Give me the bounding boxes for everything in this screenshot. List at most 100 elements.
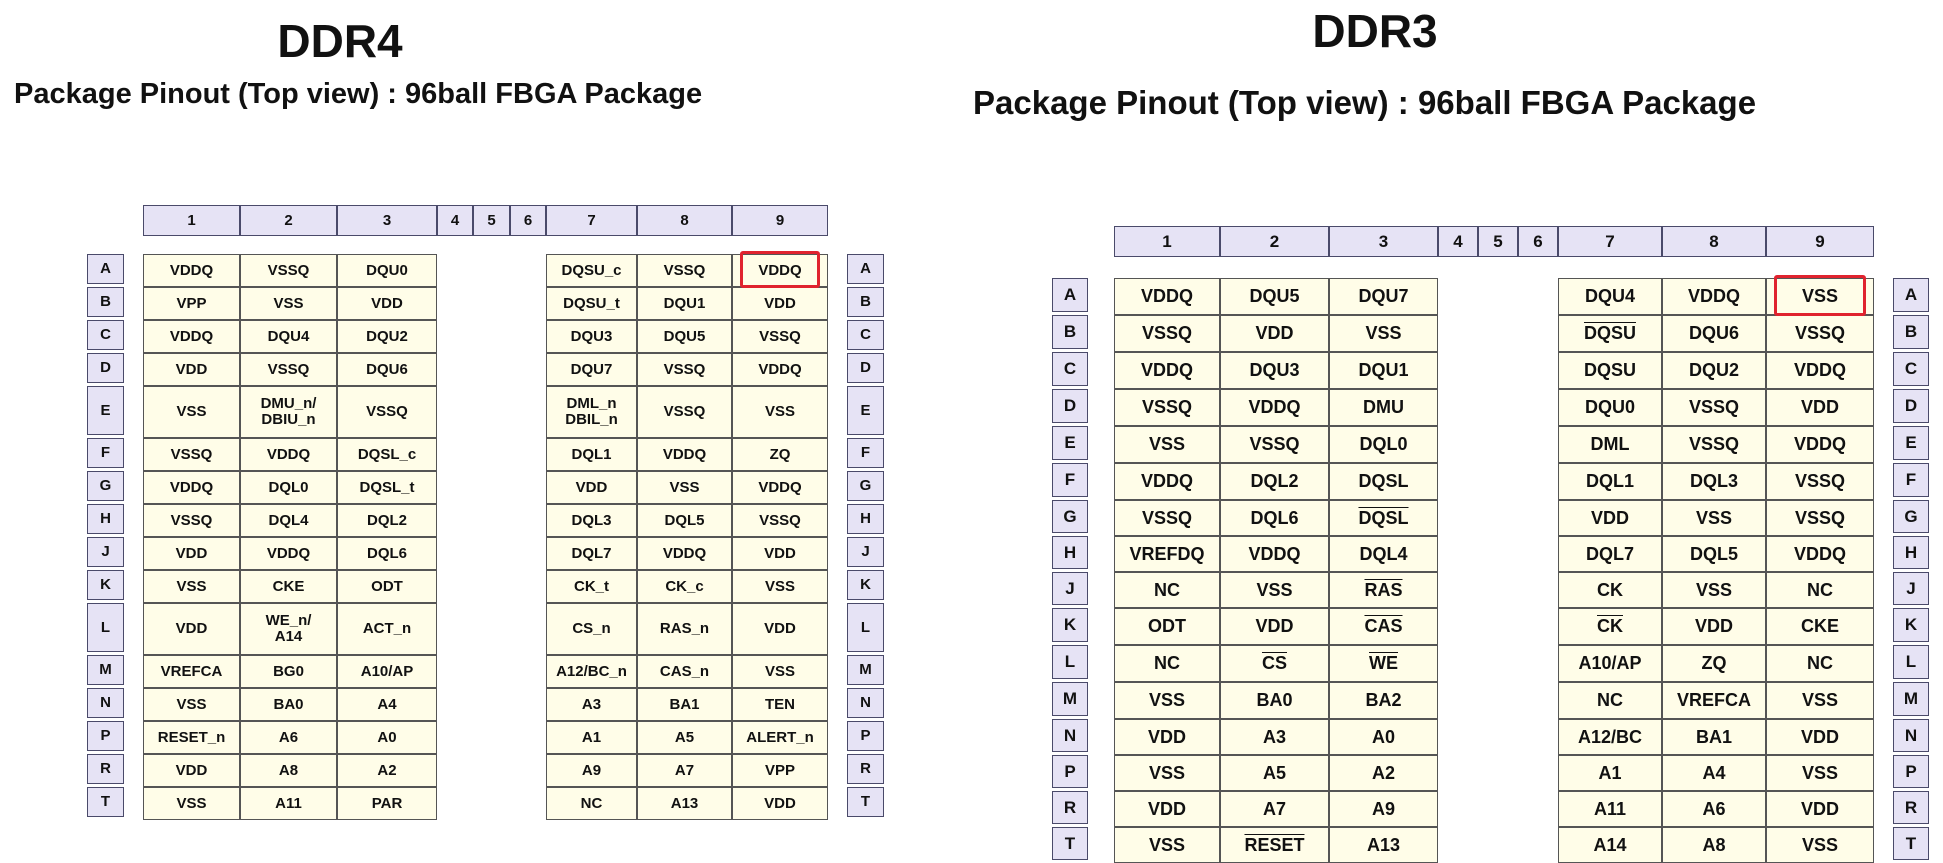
ddr3-pin-cell: BA1 [1662,719,1766,755]
ddr4-pin-cell: DQSL_t [337,471,437,504]
ddr3-pin-cell: VDD [1558,500,1662,536]
ddr4-row-label: F [847,438,884,468]
ddr4-col-header: 3 [337,205,437,236]
ddr3-pin-cell: VSSQ [1662,426,1766,463]
ddr3-pin-cell: VDDQ [1766,426,1874,463]
ddr3-row-label: R [1893,791,1929,824]
ddr4-pin-cell: VPP [732,754,828,787]
ddr4-pin-cell: VSS [732,570,828,603]
ddr4-pin-cell: VSSQ [143,504,240,537]
ddr3-col-header: 7 [1558,226,1662,257]
ddr4-pin-cell: DMU_n/ DBIU_n [240,386,337,438]
ddr3-pin-cell: VSS [1220,572,1329,608]
ddr4-pin-cell: DQU0 [337,254,437,287]
ddr3-col-header: 6 [1518,226,1558,257]
ddr4-pin-cell: VDD [143,603,240,655]
ddr4-pin-cell: DQU6 [337,353,437,386]
ddr4-pin-cell: VDD [732,787,828,820]
ddr4-pin-cell: A0 [337,721,437,754]
ddr4-pin-cell: VSSQ [143,438,240,471]
ddr4-pin-cell: VDDQ [637,537,732,570]
ddr3-row-label: K [1893,608,1929,642]
ddr3-pin-cell: A8 [1662,827,1766,863]
ddr3-pin-cell: VDD [1114,791,1220,827]
ddr3-row-label: N [1052,719,1088,752]
ddr3-row-label: B [1893,315,1929,349]
ddr3-row-label: T [1052,827,1088,860]
ddr4-row-label: A [847,254,884,284]
ddr4-pin-cell: DQU4 [240,320,337,353]
ddr4-row-label: P [87,721,124,751]
ddr3-pin-cell: NC [1766,645,1874,682]
ddr4-row-label: P [847,721,884,751]
ddr3-pin-cell: DQSL [1329,500,1438,536]
ddr3-pin-cell: VSS [1662,500,1766,536]
ddr4-pin-cell: A2 [337,754,437,787]
ddr3-row-label: B [1052,315,1088,349]
ddr4-row-label: A [87,254,124,284]
ddr3-row-label: E [1893,426,1929,460]
ddr4-pin-cell: NC [546,787,637,820]
ddr4-pin-cell: VSS [143,570,240,603]
ddr3-pin-cell: VDDQ [1114,463,1220,500]
ddr4-pin-cell: VDD [143,754,240,787]
ddr3-pin-cell: A4 [1662,755,1766,791]
ddr3-pin-cell: DQU3 [1220,352,1329,389]
ddr4-pin-cell: VDD [732,287,828,320]
ddr4-pin-cell: CS_n [546,603,637,655]
ddr3-row-label: E [1052,426,1088,460]
ddr3-row-label: J [1893,572,1929,605]
ddr3-pin-cell: A2 [1329,755,1438,791]
ddr3-col-header: 4 [1438,226,1478,257]
ddr3-pin-cell: DQU4 [1558,278,1662,315]
ddr4-pin-cell: VDD [546,471,637,504]
ddr3-pin-cell: RESET [1220,827,1329,863]
ddr3-pin-cell: BA2 [1329,682,1438,719]
ddr3-pin-cell: DQL3 [1662,463,1766,500]
ddr4-row-label: D [87,353,124,383]
ddr4-col-header: 1 [143,205,240,236]
ddr4-row-label: L [87,603,124,652]
ddr3-pin-cell: DQL7 [1558,536,1662,572]
ddr3-pin-cell: CAS [1329,608,1438,645]
ddr3-row-label: P [1893,755,1929,788]
ddr3-pin-cell: DQL2 [1220,463,1329,500]
ddr3-pin-cell: DQSL [1329,463,1438,500]
ddr3-pin-cell: VDD [1220,315,1329,352]
ddr3-pin-cell: A11 [1558,791,1662,827]
ddr3-row-label: H [1893,536,1929,569]
ddr4-pin-cell: PAR [337,787,437,820]
ddr4-pin-cell: VSS [143,787,240,820]
ddr4-pin-cell: ACT_n [337,603,437,655]
ddr4-pin-cell: DQL5 [637,504,732,537]
ddr3-pin-cell: CK [1558,608,1662,645]
ddr4-pin-cell: VSSQ [240,254,337,287]
ddr4-col-header: 2 [240,205,337,236]
ddr3-pin-cell: VSSQ [1766,500,1874,536]
ddr4-pin-cell: VSS [732,386,828,438]
ddr4-row-label: E [847,386,884,435]
ddr3-subtitle: Package Pinout (Top view) : 96ball FBGA … [973,84,1757,121]
ddr4-row-label: J [87,537,124,567]
ddr4-row-label: G [87,471,124,501]
ddr4-pin-cell: DQL3 [546,504,637,537]
ddr4-pin-cell: BA0 [240,688,337,721]
ddr4-pin-cell: VDDQ [240,537,337,570]
ddr3-pin-cell: VSS [1766,682,1874,719]
ddr3-pin-cell: VSS [1662,572,1766,608]
ddr4-pin-cell: A12/BC_n [546,655,637,688]
ddr4-pin-cell: DQSL_c [337,438,437,471]
ddr3-row-label: J [1052,572,1088,605]
ddr3-pin-cell: VDD [1662,608,1766,645]
ddr4-pin-cell: VDD [143,353,240,386]
ddr4-pin-cell: VSSQ [637,386,732,438]
ddr3-pin-cell: WE [1329,645,1438,682]
ddr3-pin-cell: A6 [1662,791,1766,827]
ddr4-pin-cell: A9 [546,754,637,787]
ddr3-pin-cell: CS [1220,645,1329,682]
ddr4-pin-cell: VSS [143,386,240,438]
ddr4-pin-cell: VDDQ [637,438,732,471]
ddr3-pin-cell: VDD [1220,608,1329,645]
ddr4-pin-cell: BA1 [637,688,732,721]
ddr3-pin-cell: CK [1558,572,1662,608]
